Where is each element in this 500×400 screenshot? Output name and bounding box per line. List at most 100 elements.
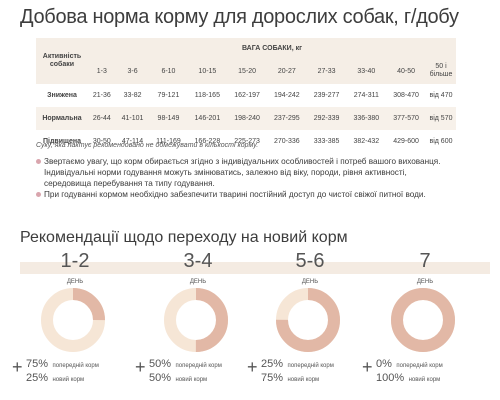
table-cell: 146-201 <box>187 107 228 130</box>
activity-label: Підвищена <box>43 138 81 145</box>
weight-column-header: 15-20 <box>227 58 267 84</box>
activity-label: Нормальна <box>36 107 88 130</box>
table-cell: 162-197 <box>234 92 260 99</box>
new-food-arc <box>276 288 340 352</box>
step-days: 5-6 <box>295 250 325 272</box>
new-food-percent: 50% <box>149 372 172 384</box>
new-food-line: 50% новий корм <box>149 368 207 386</box>
old-food-line: 50% попередній корм <box>149 354 222 372</box>
old-food-label: попередній корм <box>52 363 99 369</box>
old-food-line: 75% попередній корм <box>26 354 99 372</box>
weight-column-header: 1-3 <box>88 58 116 84</box>
step-days: 1-2 <box>60 250 90 272</box>
weight-column-header: 33-40 <box>346 58 387 84</box>
ratio-donut-icon <box>276 288 340 352</box>
table-cell: 239-277 <box>313 92 340 99</box>
table-row-low: Знижена 21-36 33-82 79-121 118-165 162-1… <box>36 84 456 107</box>
weight-column-header: 50 і більше <box>426 58 456 84</box>
transition-steps: 1-2 ДЕНЬ + 75% попередній корм 25% новий… <box>12 250 490 398</box>
new-food-label: новий корм <box>287 377 320 383</box>
new-food-label: новий корм <box>52 377 85 383</box>
weight-columns-row: 1-3 3-6 6-10 10-15 15-20 20-27 27-33 33-… <box>36 58 456 84</box>
weight-column-header: 27-33 <box>306 58 347 84</box>
table-cell: 270-336 <box>274 138 300 145</box>
plus-icon: + <box>135 357 146 377</box>
new-food-line: 75% новий корм <box>261 368 319 386</box>
bullet-item: Звертаємо увагу, що корм обирається згід… <box>36 156 456 189</box>
table-cell: 333-385 <box>313 138 340 145</box>
table-cell: 26-44 <box>88 107 116 130</box>
table-cell: 198-240 <box>227 107 267 130</box>
table-cell: 30-50 <box>92 138 111 145</box>
activity-column-header: Активність собаки <box>36 38 88 84</box>
table-cell: 111-169 <box>156 138 181 145</box>
table-cell: 21-36 <box>92 92 111 99</box>
bullet-dot-icon <box>36 192 41 197</box>
food-mix-legend: + 50% попередній корм 50% новий корм <box>135 354 255 384</box>
table-cell: 166-228 <box>194 138 221 145</box>
page-title: Добова норма корму для дорослих собак, г… <box>20 6 459 28</box>
info-bullets: Звертаємо увагу, що корм обирається згід… <box>36 156 456 200</box>
step-days: 7 <box>419 250 431 272</box>
bullet-item: При годуванні кормом необхідно забезпечи… <box>36 189 456 200</box>
weight-column-header: 6-10 <box>149 58 188 84</box>
table-header-row: Активність собаки ВАГА СОБАКИ, кг <box>36 38 456 84</box>
weight-column-header: 20-27 <box>266 58 307 84</box>
food-mix-legend: + 75% попередній корм 25% новий корм <box>12 354 132 384</box>
bullet-text: Звертаємо увагу, що корм обирається згід… <box>44 157 441 188</box>
table-cell: 274-311 <box>353 92 379 99</box>
bullet-text: При годуванні кормом необхідно забезпечи… <box>44 190 426 199</box>
new-food-line: 100% новий корм <box>376 368 440 386</box>
old-food-line: 0% попередній корм <box>376 354 443 372</box>
new-food-arc <box>391 288 455 352</box>
new-food-percent: 75% <box>261 372 284 384</box>
new-food-arc <box>164 288 228 352</box>
step-day-label: ДЕНЬ <box>189 279 207 285</box>
plus-icon: + <box>362 357 373 377</box>
transition-title: Рекомендації щодо переходу на новий корм <box>20 229 348 246</box>
old-food-percent: 50% <box>149 358 172 370</box>
bullet-dot-icon <box>36 159 41 164</box>
table-cell: 79-121 <box>157 92 180 99</box>
step-days: 3-4 <box>183 250 213 272</box>
new-food-arc <box>41 288 105 352</box>
plus-icon: + <box>12 357 23 377</box>
table-cell: 118-165 <box>194 92 220 99</box>
old-food-label: попередній корм <box>396 363 443 369</box>
weight-group-header: ВАГА СОБАКИ, кг <box>88 38 456 58</box>
activity-label: Знижена <box>47 92 77 99</box>
old-food-label: попередній корм <box>287 363 334 369</box>
table-row-normal: Нормальна 26-44 41-101 98-149 146-201 19… <box>36 107 456 130</box>
old-food-line: 25% попередній корм <box>261 354 334 372</box>
old-food-percent: 75% <box>26 358 49 370</box>
feeding-norms-table: Активність собаки ВАГА СОБАКИ, кг 1-3 3-… <box>36 38 456 153</box>
weight-column-header: 40-50 <box>386 58 426 84</box>
new-food-percent: 25% <box>26 372 49 384</box>
table-cell: 41-101 <box>115 107 150 130</box>
food-mix-legend: + 0% попередній корм 100% новий корм <box>362 354 482 384</box>
timeline-band <box>20 262 490 274</box>
step-day-label: ДЕНЬ <box>416 279 434 285</box>
ratio-donut-icon <box>391 288 455 352</box>
old-food-label: попередній корм <box>175 363 222 369</box>
table-cell: від 570 <box>426 107 456 130</box>
table-cell: 194-242 <box>274 92 300 99</box>
table-cell: 98-149 <box>149 107 188 130</box>
step-day-label: ДЕНЬ <box>66 279 84 285</box>
table-cell: 33-82 <box>123 92 142 99</box>
new-food-line: 25% новий корм <box>26 368 84 386</box>
table-cell: 47-114 <box>121 138 144 145</box>
new-food-label: новий корм <box>408 377 441 383</box>
old-food-percent: 0% <box>376 358 392 370</box>
ratio-donut-icon <box>41 288 105 352</box>
weight-column-header: 3-6 <box>115 58 150 84</box>
plus-icon: + <box>247 357 258 377</box>
table-row-high: Підвищена 30-50 47-114 111-169 166-228 2… <box>36 130 456 153</box>
table-cell: 308-470 <box>393 92 419 99</box>
weight-column-header: 10-15 <box>187 58 228 84</box>
table-cell: 377-570 <box>386 107 426 130</box>
table-cell: 429-600 <box>393 138 419 145</box>
food-mix-legend: + 25% попередній корм 75% новий корм <box>247 354 367 384</box>
table-cell: 225-273 <box>234 138 260 145</box>
ratio-donut-icon <box>164 288 228 352</box>
